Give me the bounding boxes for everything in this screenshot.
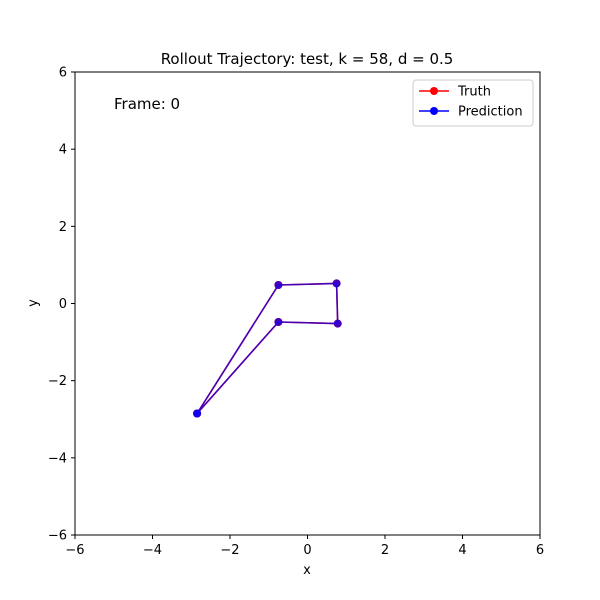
- plot-background: [75, 72, 540, 535]
- x-tick-label: 2: [381, 543, 389, 558]
- x-tick-label: 6: [536, 543, 544, 558]
- series-point-1-1: [274, 281, 283, 289]
- x-tick-label: −6: [65, 543, 84, 558]
- series-point-1-5: [193, 409, 202, 418]
- plot-area: [75, 72, 540, 535]
- legend-label-1: Prediction: [458, 105, 523, 120]
- x-axis-label: x: [303, 563, 311, 578]
- x-tick-label: −2: [220, 543, 239, 558]
- series-point-1-4: [274, 318, 283, 326]
- y-tick-label: 2: [59, 220, 67, 235]
- x-tick-label: −4: [143, 543, 162, 558]
- y-tick-label: −2: [48, 374, 67, 389]
- y-tick-label: 4: [59, 143, 67, 158]
- series-line-1: [196, 282, 339, 415]
- x-tick-label: 0: [303, 543, 311, 558]
- y-tick-label: 0: [59, 297, 67, 312]
- tick-layer: −6 −4 −2 0 2 4 6 −6 −4 −2 0 2 4 6: [48, 66, 544, 559]
- legend-marker-0: [430, 87, 438, 95]
- y-tick-label: −6: [48, 529, 67, 544]
- legend-marker-1: [430, 107, 438, 115]
- x-tick-label: 4: [458, 543, 466, 558]
- series-layer: [193, 279, 342, 418]
- frame-annotation: Frame: 0: [114, 95, 180, 113]
- y-axis-label: y: [26, 299, 41, 307]
- legend-label-0: Truth: [457, 85, 491, 100]
- chart-title: Rollout Trajectory: test, k = 58, d = 0.…: [161, 50, 454, 68]
- y-tick-label: 6: [59, 66, 67, 81]
- series-point-1-2: [332, 279, 341, 288]
- y-tick-label: −4: [48, 451, 67, 466]
- series-point-1-3: [333, 319, 342, 328]
- legend: Truth Prediction: [412, 79, 534, 127]
